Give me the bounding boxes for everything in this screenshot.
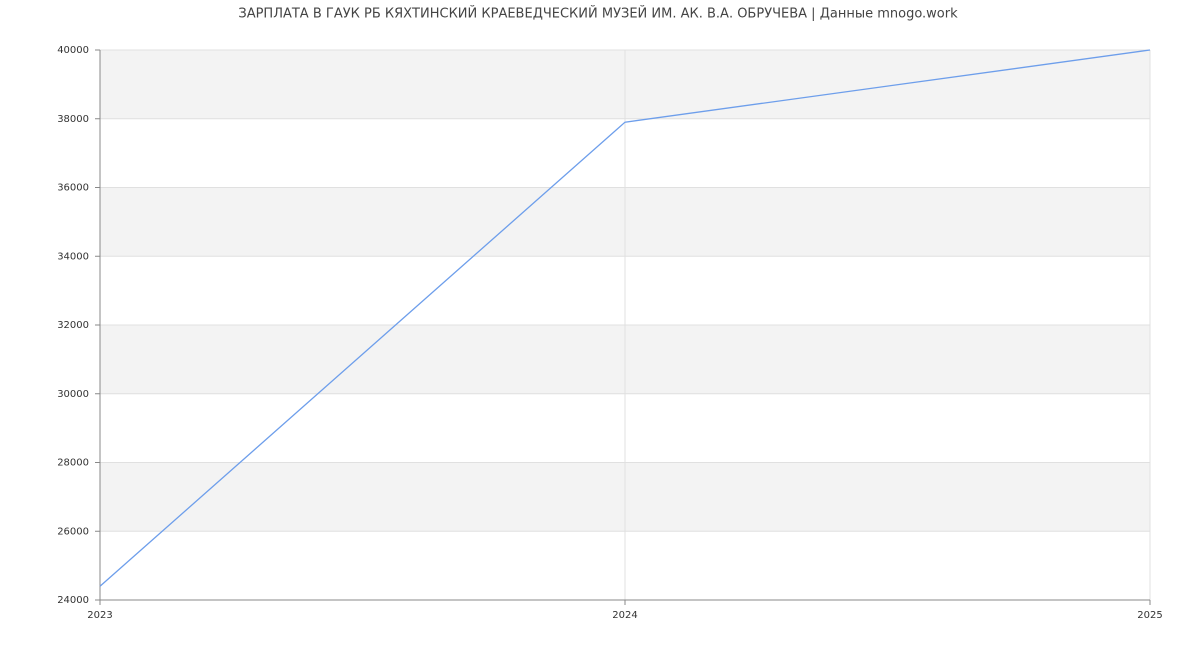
y-tick-label: 32000	[57, 320, 89, 331]
x-tick-label: 2025	[1137, 610, 1162, 621]
line	[99, 49, 1151, 587]
y-tick-label: 38000	[57, 114, 89, 125]
y-tick-label: 28000	[57, 458, 89, 469]
y-tick-label: 26000	[57, 526, 89, 537]
chart-title: ЗАРПЛАТА В ГАУК РБ КЯХТИНСКИЙ КРАЕВЕДЧЕС…	[238, 6, 958, 22]
y-tick-label: 24000	[57, 595, 89, 606]
y-tick-label: 40000	[57, 45, 89, 56]
y-tick-label: 36000	[57, 183, 89, 194]
x-tick-label: 2024	[612, 610, 637, 621]
x-tick-label: 2023	[87, 610, 112, 621]
y-tick-label: 30000	[57, 389, 89, 400]
y-tick-label: 34000	[57, 251, 89, 262]
